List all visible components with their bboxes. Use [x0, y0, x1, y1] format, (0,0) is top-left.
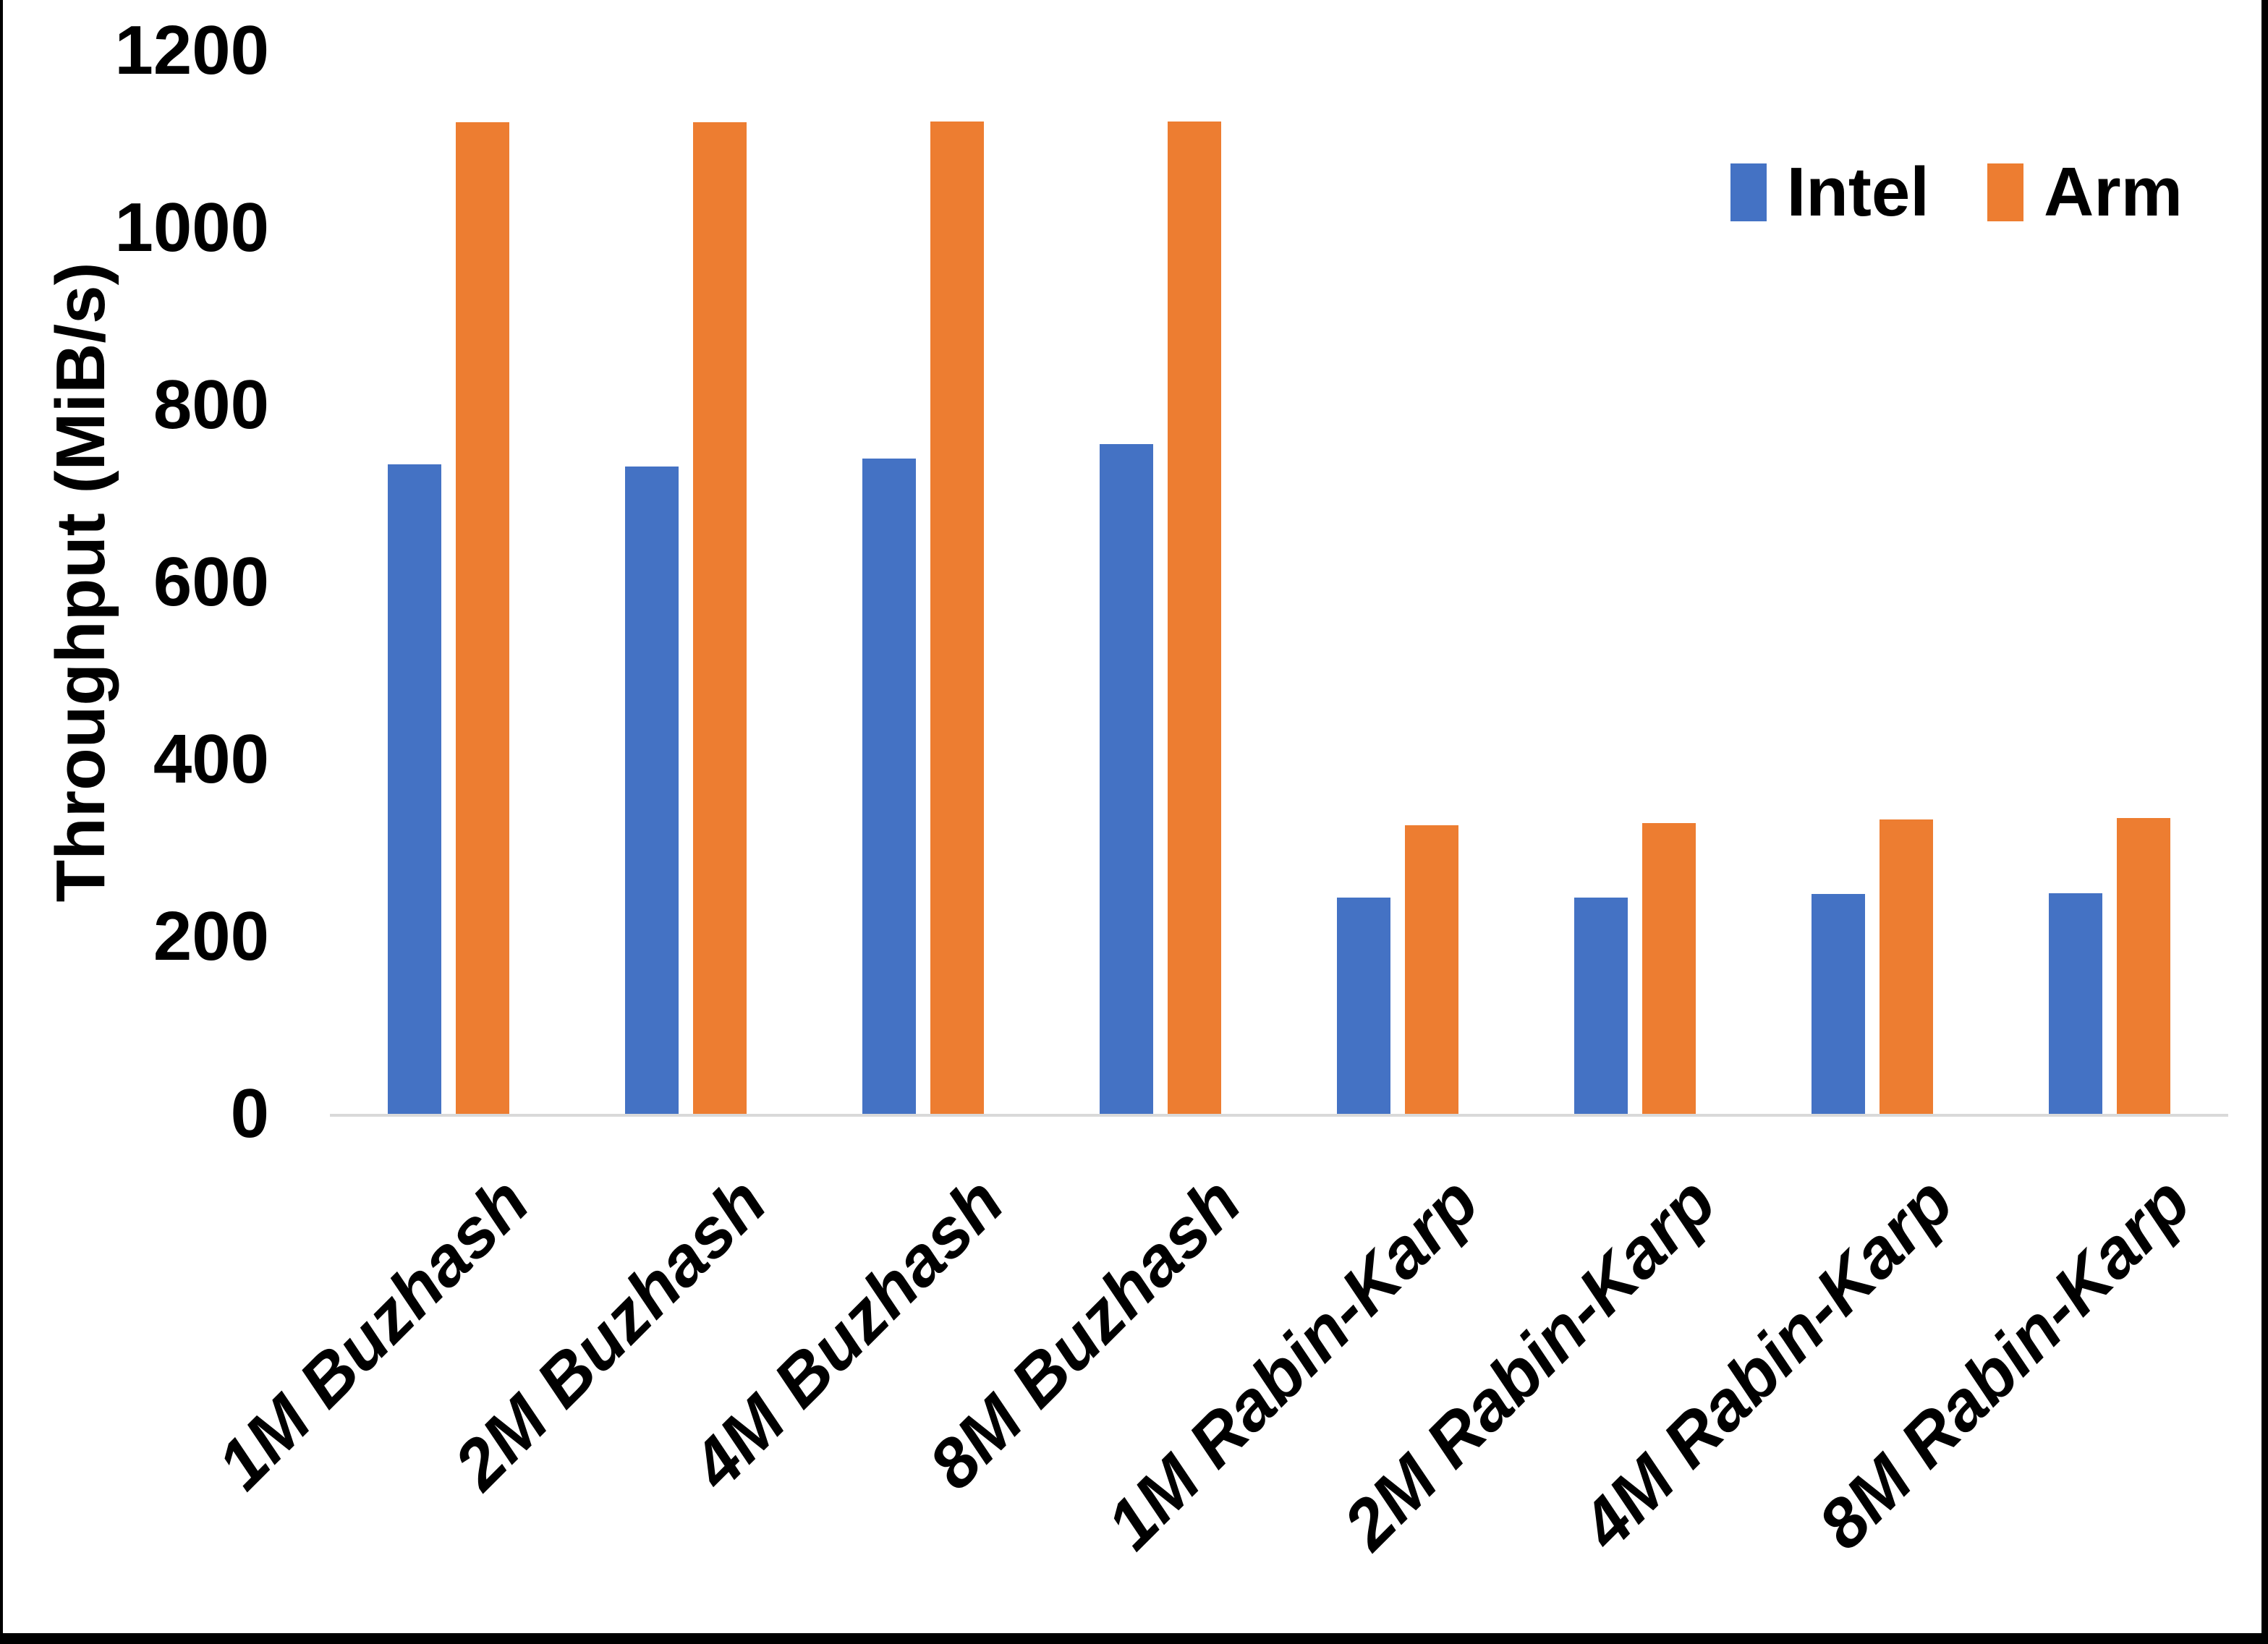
bar-arm: [1405, 825, 1458, 1114]
legend-color-swatch-arm: [1987, 163, 2023, 221]
bar-intel: [1574, 898, 1628, 1114]
bar-arm: [456, 122, 509, 1114]
bar-intel: [1100, 443, 1153, 1114]
legend-color-swatch-intel: [1730, 163, 1767, 221]
y-tick-label: 400: [153, 720, 269, 798]
legend-label-intel: Intel: [1786, 153, 1929, 231]
bar-arm: [2117, 817, 2170, 1114]
legend-label-arm: Arm: [2043, 153, 2183, 231]
bar-arm: [1168, 122, 1221, 1114]
bar-intel: [862, 458, 916, 1114]
bar-group: [1042, 51, 1279, 1114]
bar-group: [567, 51, 804, 1114]
y-tick-label: 1000: [114, 189, 269, 266]
bar-group: [1279, 51, 1516, 1114]
bar-arm: [1642, 823, 1696, 1114]
bar-intel: [1337, 898, 1390, 1114]
bar-group: [1991, 51, 2228, 1114]
y-tick-label: 800: [153, 366, 269, 443]
plot-area: [330, 51, 2228, 1117]
bar-group: [804, 51, 1042, 1114]
screenshot-bottom-edge: [0, 1633, 2268, 1644]
bar-intel: [625, 466, 679, 1114]
legend: Intel Arm: [1730, 158, 2183, 227]
bar-arm: [930, 122, 984, 1114]
bar-intel: [388, 464, 441, 1114]
y-tick-label: 1200: [114, 12, 269, 89]
bar-arm: [693, 122, 747, 1114]
legend-item-arm: Arm: [1987, 158, 2183, 227]
bar-intel: [2049, 893, 2102, 1114]
bar-arm: [1880, 819, 1933, 1114]
bar-group: [1754, 51, 1991, 1114]
y-tick-label: 0: [230, 1075, 269, 1152]
bar-intel: [1812, 894, 1865, 1114]
bar-group: [330, 51, 567, 1114]
screenshot-right-edge: [2261, 0, 2268, 1644]
y-tick-label: 200: [153, 898, 269, 975]
bar-group: [1516, 51, 1754, 1114]
y-tick-label: 600: [153, 543, 269, 621]
screenshot-left-edge: [0, 0, 3, 1644]
legend-item-intel: Intel: [1730, 158, 1929, 227]
